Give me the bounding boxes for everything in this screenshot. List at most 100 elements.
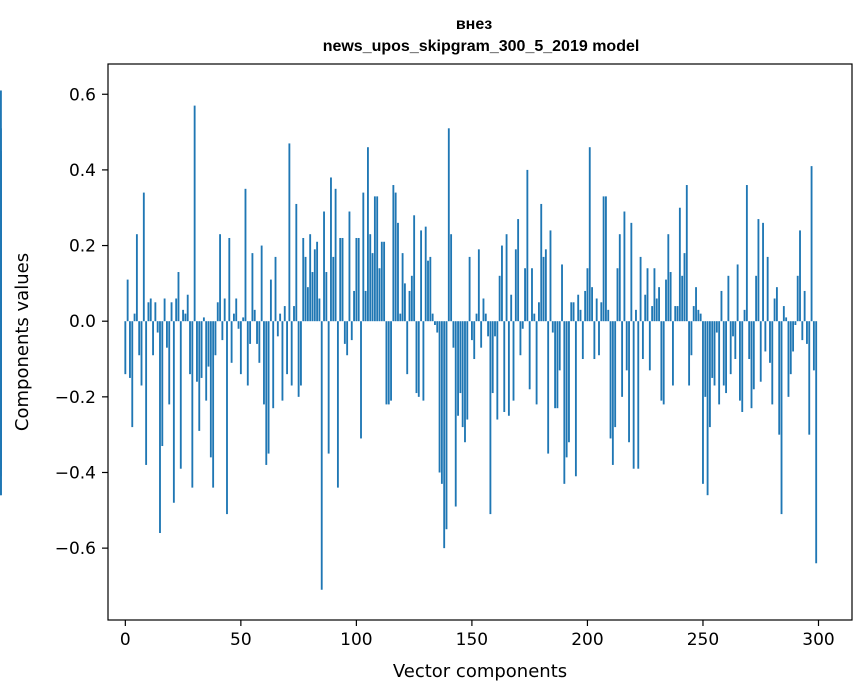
bar: [330, 177, 332, 322]
bar: [614, 321, 617, 428]
bar: [764, 321, 767, 352]
bar: [0, 302, 2, 322]
bar: [662, 321, 665, 405]
bar: [233, 313, 235, 322]
bar: [803, 290, 806, 322]
bar: [306, 287, 309, 322]
bar: [524, 268, 526, 322]
bar: [258, 321, 261, 363]
bar: [598, 321, 600, 356]
bar: [244, 188, 247, 322]
bar: [799, 230, 801, 322]
bar: [773, 298, 776, 322]
bar: [142, 192, 145, 322]
bar: [646, 268, 649, 322]
bar: [514, 249, 517, 322]
bar: [438, 321, 441, 473]
bar: [464, 321, 466, 443]
bar: [135, 234, 138, 322]
chart-title: внез: [456, 16, 492, 33]
bar: [198, 321, 201, 431]
bar: [397, 222, 399, 322]
bar: [810, 166, 813, 322]
bar: [221, 321, 224, 341]
bar: [715, 321, 718, 333]
bar: [574, 321, 577, 477]
x-tick-label: 300: [802, 630, 834, 650]
bar: [720, 290, 723, 322]
bar: [168, 321, 171, 405]
bar: [542, 256, 545, 322]
bar: [549, 230, 552, 322]
bar: [311, 272, 314, 322]
bar: [711, 321, 714, 378]
bar: [413, 215, 416, 322]
bar: [785, 317, 788, 322]
bar: [392, 185, 395, 322]
bar: [556, 321, 559, 409]
bar: [792, 321, 795, 352]
bar: [364, 290, 367, 322]
bar: [533, 313, 536, 322]
bar: [369, 234, 372, 322]
bar: [357, 237, 360, 322]
bar: [660, 321, 663, 401]
bar: [641, 321, 644, 360]
bar: [771, 321, 774, 405]
bar: [161, 321, 164, 447]
bar: [683, 253, 686, 322]
bar: [0, 321, 2, 469]
bar: [193, 105, 196, 322]
bar: [766, 256, 769, 322]
bar: [678, 207, 681, 322]
bar: [787, 321, 790, 397]
bar: [371, 253, 374, 322]
bar: [267, 321, 270, 454]
y-tick-label: −0.6: [55, 539, 96, 559]
bar: [249, 321, 252, 344]
bar: [752, 321, 755, 390]
bar: [457, 321, 459, 416]
bar: [152, 321, 154, 356]
bar: [745, 185, 748, 322]
bar: [475, 313, 478, 322]
bar: [648, 321, 651, 371]
bar: [794, 321, 797, 325]
bar: [350, 321, 353, 341]
bar: [775, 287, 778, 322]
bar: [156, 321, 159, 333]
bar: [429, 256, 432, 322]
bar: [406, 321, 409, 375]
bar: [605, 196, 607, 322]
bar: [415, 321, 418, 394]
bar: [316, 241, 319, 322]
bar: [450, 234, 453, 322]
x-tick-label: 250: [687, 630, 719, 650]
bar: [286, 321, 288, 375]
bar: [489, 321, 492, 515]
y-tick-label: 0.2: [69, 237, 96, 257]
bar: [320, 321, 323, 590]
bar: [343, 321, 346, 344]
bar: [484, 313, 487, 322]
bar: [373, 196, 376, 322]
bar: [708, 321, 711, 428]
bar: [528, 321, 531, 390]
bar: [279, 313, 282, 322]
bar: [239, 321, 242, 375]
bar: [690, 321, 693, 356]
bar: [216, 302, 219, 322]
bar: [290, 321, 293, 386]
bar: [202, 317, 205, 322]
bar: [625, 321, 628, 371]
bar: [628, 321, 630, 443]
chart-subtitle: news_upos_skipgram_300_5_2019 model: [323, 38, 640, 55]
bar: [674, 306, 677, 322]
bar: [341, 237, 344, 322]
y-tick-label: 0.4: [69, 161, 96, 181]
bar: [265, 321, 268, 465]
bar: [658, 287, 660, 322]
bar: [394, 192, 397, 322]
bar: [616, 268, 619, 322]
